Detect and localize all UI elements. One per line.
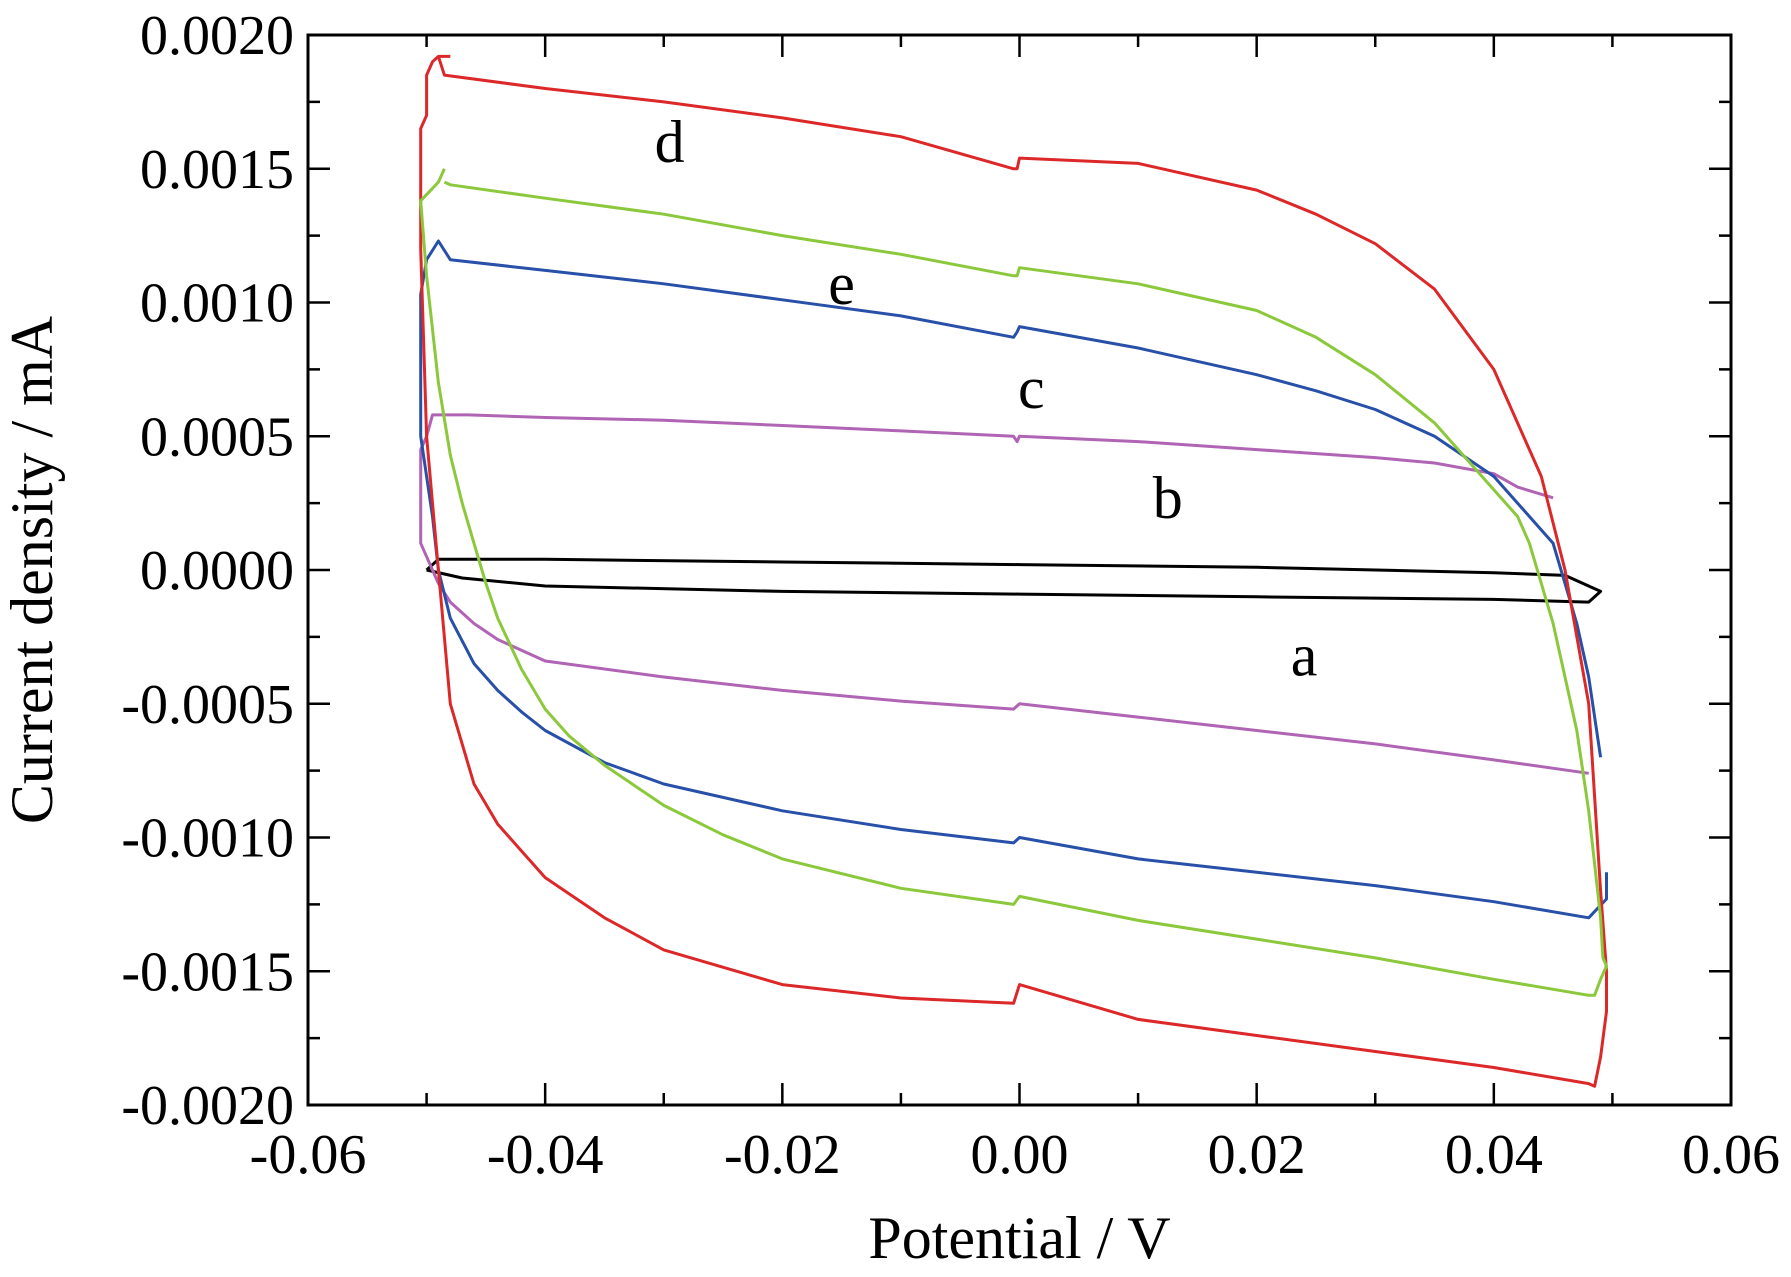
x-tick-label: 0.02 <box>1208 1124 1306 1186</box>
ticks-layer: -0.06 -0.04 -0.02 0.00 0.02 0.04 0.060.00200.0… <box>121 5 1780 1186</box>
y-tick-label: -0.0005 <box>121 674 294 736</box>
y-tick-label: 0.0015 <box>140 139 294 201</box>
y-tick-label: -0.0020 <box>121 1075 294 1137</box>
x-tick-label: 0.00 <box>971 1124 1069 1186</box>
curve-label-a: a <box>1291 623 1318 689</box>
series-e-line <box>421 169 1607 996</box>
series-layer <box>421 56 1607 1086</box>
x-tick-label: 0.06 <box>1682 1124 1780 1186</box>
x-tick-label: -0.04 <box>487 1124 604 1186</box>
cyclic-voltammetry-chart: -0.06 -0.04 -0.02 0.00 0.02 0.04 0.060.00200.0… <box>0 0 1791 1277</box>
series-a-line <box>427 559 1601 602</box>
y-tick-label: 0.0000 <box>140 540 294 602</box>
x-axis-title: Potential / V <box>868 1205 1170 1271</box>
y-tick-label: 0.0010 <box>140 273 294 335</box>
x-tick-label: 0.04 <box>1445 1124 1543 1186</box>
y-tick-label: -0.0010 <box>121 808 294 870</box>
x-tick-label: -0.02 <box>724 1124 841 1186</box>
curve-labels: a b c d e <box>655 109 1318 689</box>
y-tick-label: -0.0015 <box>121 941 294 1003</box>
y-axis-title: Current density / mA <box>0 316 65 824</box>
series-c-line <box>421 241 1607 918</box>
curve-label-d: d <box>655 109 685 175</box>
curve-label-c: c <box>1018 355 1045 421</box>
curve-label-e: e <box>828 251 855 317</box>
y-tick-label: 0.0005 <box>140 406 294 468</box>
curve-label-b: b <box>1153 465 1183 531</box>
y-tick-label: 0.0020 <box>140 5 294 67</box>
